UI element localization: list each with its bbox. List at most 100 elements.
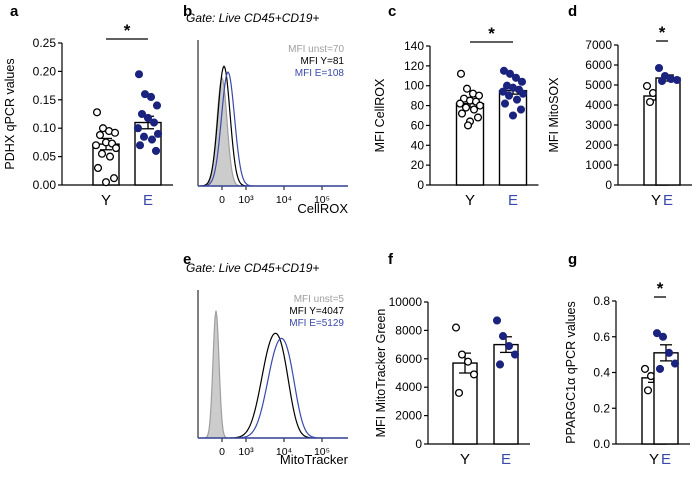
a-y-tick-label: 0.20	[33, 64, 57, 78]
g-data-point-E	[664, 348, 674, 357]
e-x-tick-label: 10³	[238, 446, 254, 458]
a-y-tick-label: 0.05	[33, 150, 57, 164]
g-data-point-E	[670, 359, 680, 368]
a-data-point-E	[139, 132, 149, 141]
c-data-point-E	[516, 105, 526, 114]
a-data-point-Y	[95, 130, 105, 140]
c-data-point-E	[504, 91, 514, 100]
c-category-label-E: E	[508, 192, 518, 209]
d-y-tick-label: 2000	[585, 138, 612, 152]
c-y-axis-label: MFI CellROX	[373, 78, 387, 152]
a-category-label-Y: Y	[101, 192, 111, 209]
c-data-point-Y	[462, 84, 472, 93]
f-y-tick-label: 2000	[395, 409, 422, 423]
e-x-tick-label: 0	[219, 446, 225, 458]
f-data-point-E	[504, 341, 514, 351]
panel-e-mitotracker-histogram: Gate: Live CD45+CD19+ 0 10³ 10⁴ 10⁵MitoTrack…	[186, 261, 349, 467]
b-legend-entry: MFI E=108	[295, 68, 345, 79]
a-data-point-E	[151, 146, 161, 155]
b-x-tick-label: 10⁴	[276, 194, 292, 206]
b-x-tick-label: 0	[219, 194, 225, 206]
e-legend-entry: MFI E=5129	[289, 318, 344, 329]
c-y-tick-label: 40	[411, 138, 425, 152]
g-data-point-E	[652, 329, 662, 338]
f-y-tick-label: 10000	[389, 295, 423, 309]
g-category-label-Y: Y	[649, 451, 659, 468]
a-data-point-E	[135, 141, 145, 150]
c-data-point-Y	[455, 99, 465, 108]
d-y-axis-label: MFI MitoSOX	[547, 77, 561, 153]
a-y-tick-label: 0.00	[33, 178, 57, 192]
e-x-tick-label: 10⁵	[314, 446, 330, 458]
panel-label-c: c	[388, 3, 396, 20]
d-data-point-E	[657, 76, 667, 86]
g-significance-star: *	[657, 279, 664, 298]
a-data-point-Y	[110, 128, 120, 137]
e-x-tick-label: 10⁴	[276, 446, 292, 458]
a-data-point-Y	[101, 178, 111, 187]
panel-a-pdhx-chart: 0.00 0.05 0.10 0.15 0.20 0.25 PDHX qPCR values…	[3, 21, 173, 209]
d-bar-E	[655, 77, 681, 186]
c-data-point-E	[508, 111, 518, 120]
g-y-tick-label: 0.0	[593, 437, 610, 451]
f-data-point-E	[498, 332, 508, 341]
f-data-point-Y	[451, 323, 461, 332]
c-data-point-E	[498, 87, 508, 96]
c-data-point-E	[512, 95, 522, 104]
d-category-label-Y: Y	[651, 192, 661, 209]
f-data-point-Y	[454, 388, 464, 397]
c-y-tick-label: 20	[411, 158, 425, 172]
d-y-tick-label: 3000	[585, 118, 612, 132]
e-histogram-curve-unstained	[198, 310, 348, 439]
f-bar-E	[493, 343, 519, 445]
c-data-point-Y	[463, 121, 473, 130]
f-data-point-Y	[469, 370, 479, 379]
c-y-tick-label: 60	[411, 118, 425, 132]
d-data-point-E	[654, 63, 664, 73]
panel-label-e: e	[183, 251, 191, 268]
a-data-point-Y	[93, 163, 103, 173]
f-category-label-Y: Y	[460, 451, 470, 468]
g-data-point-Y	[640, 364, 650, 373]
f-data-point-Y	[457, 350, 467, 359]
panel-label-a: a	[10, 3, 19, 20]
d-y-tick-label: 5000	[585, 78, 612, 92]
f-y-axis-label: MFI MitoTracker Green	[374, 309, 388, 438]
a-data-point-Y	[105, 152, 115, 161]
e-legend-entry: MFI Y=4047	[289, 306, 344, 317]
b-gate-label: Gate: Live CD45+CD19+	[186, 11, 319, 25]
g-y-tick-label: 0.6	[593, 330, 610, 344]
g-category-label-E: E	[661, 451, 671, 468]
c-data-point-Y	[475, 101, 485, 110]
c-data-point-E	[518, 89, 528, 98]
panel-g-ppargc1a-chart: 0.0 0.2 0.4 0.6 0.8 PPARGC1α qPCR values Y E *	[564, 279, 690, 468]
a-y-axis-label: PDHX qPCR values	[3, 58, 17, 169]
d-data-point-Y	[645, 97, 655, 107]
f-category-label-E: E	[501, 451, 511, 468]
f-y-tick-label: 8000	[395, 323, 422, 337]
c-category-label-Y: Y	[465, 192, 475, 209]
c-data-point-Y	[469, 105, 479, 114]
panel-label-b: b	[183, 3, 192, 20]
d-y-tick-label: 0	[605, 178, 612, 192]
d-y-tick-label: 6000	[585, 58, 612, 72]
e-legend-entry: MFI unst=5	[294, 294, 345, 305]
c-data-point-Y	[473, 113, 483, 122]
c-y-tick-label: 80	[411, 99, 425, 113]
c-significance-star: *	[488, 24, 495, 43]
g-data-point-E	[655, 364, 665, 373]
f-data-point-E	[492, 316, 502, 325]
d-data-point-Y	[642, 81, 652, 91]
a-y-tick-label: 0.10	[33, 121, 57, 135]
g-y-axis-label: PPARGC1α qPCR values	[564, 301, 578, 443]
c-y-tick-label: 100	[404, 79, 424, 93]
e-x-axis-label: MitoTracker	[280, 452, 349, 467]
b-legend-entry: MFI Y=81	[301, 56, 345, 67]
g-data-point-Y	[643, 386, 653, 395]
c-data-point-E	[505, 69, 515, 78]
f-y-tick-label: 0	[415, 437, 422, 451]
g-y-tick-label: 0.8	[593, 294, 610, 308]
